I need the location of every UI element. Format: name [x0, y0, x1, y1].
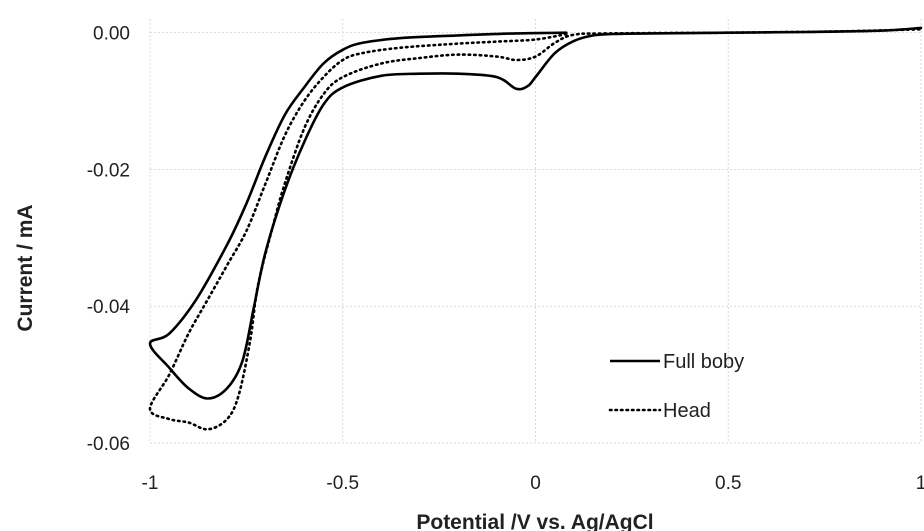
y-tick-label: -0.06	[87, 434, 130, 455]
series-lines	[148, 26, 923, 431]
series-full-body-line	[148, 26, 923, 400]
x-axis-title: Potential /V vs. Ag/AgCl	[416, 511, 653, 531]
y-tick-labels: 0.00 -0.02 -0.04 -0.06	[87, 24, 131, 455]
x-tick-label: 0	[530, 473, 541, 494]
y-tick-label: -0.02	[87, 160, 130, 181]
x-tick-label: 0.5	[715, 473, 741, 494]
legend-label-full-body: Full boby	[663, 351, 744, 373]
grid-lines	[149, 19, 922, 444]
y-axis-title: Current / mA	[14, 204, 37, 331]
legend: Full boby Head	[608, 351, 744, 422]
x-tick-label: -0.5	[326, 473, 359, 494]
x-tick-labels: -1 -0.5 0 0.5 1	[142, 473, 924, 494]
series-head-line	[148, 28, 923, 431]
x-tick-label: -1	[142, 473, 159, 494]
y-tick-label: -0.04	[87, 297, 131, 318]
legend-label-head: Head	[663, 400, 711, 422]
y-tick-label: 0.00	[93, 24, 130, 45]
x-tick-label: 1	[916, 473, 924, 494]
